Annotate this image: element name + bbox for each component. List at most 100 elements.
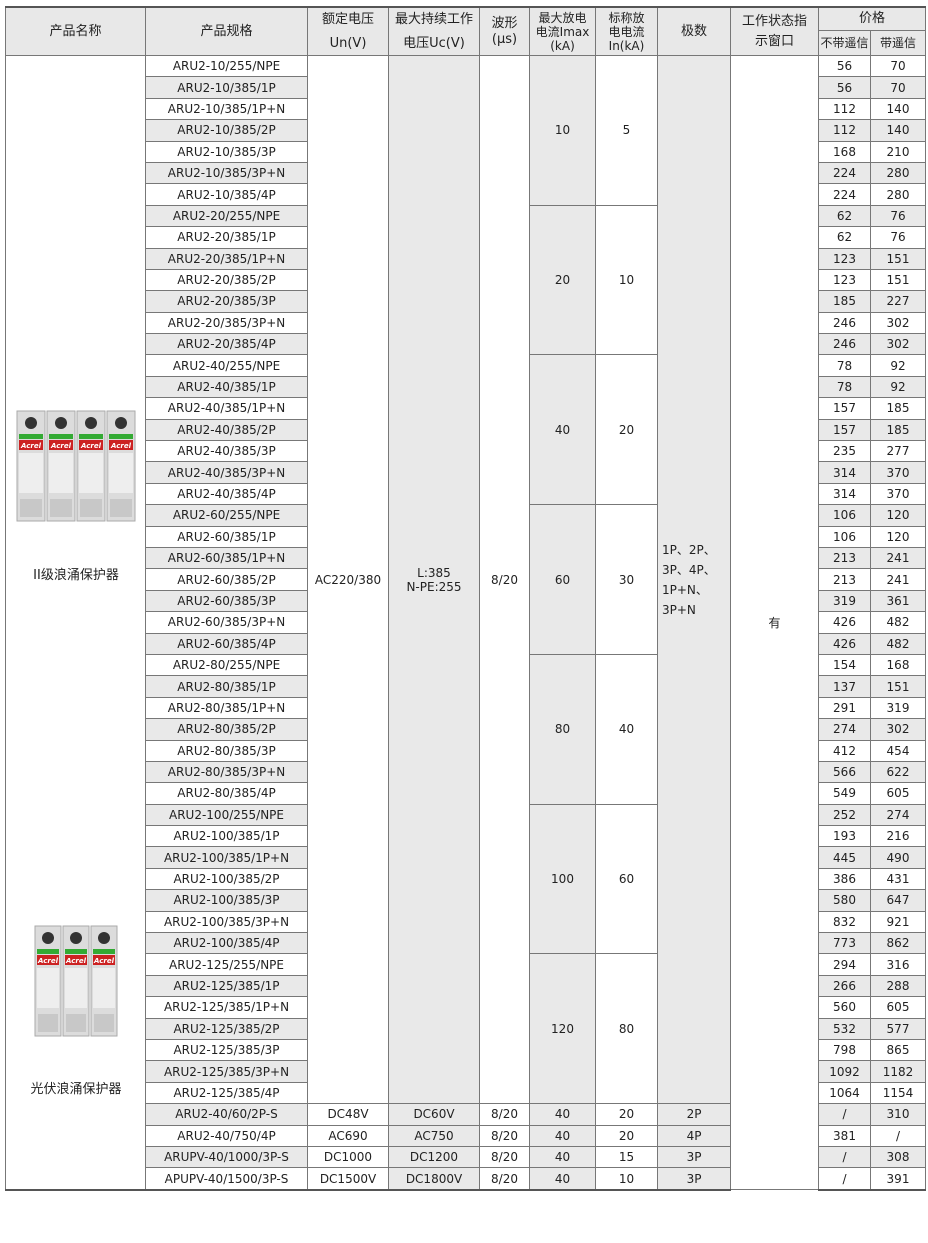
price-no-remote-cell: 168: [818, 140, 871, 163]
poles-line: 3P+N: [662, 602, 696, 617]
poles-line: 1P+N、: [662, 582, 708, 597]
imax-cell: 40: [529, 1145, 596, 1169]
table-row: ARU2-80/385/1P 137 151: [6, 675, 927, 698]
price-no-remote-cell: 266: [818, 974, 871, 998]
table-row: ARU2-20/385/2P 123 151: [6, 268, 927, 292]
price-no-remote-cell: 193: [818, 825, 871, 848]
price-remote-cell: 921: [869, 910, 927, 934]
spec-cell: ARU2-20/385/4P: [145, 333, 308, 356]
header-imax-line3: (kA): [550, 38, 575, 53]
price-no-remote-cell: 185: [818, 290, 871, 313]
table-row: ARU2-125/385/3P 798 865: [6, 1038, 927, 1062]
price-no-remote-cell: 154: [818, 653, 871, 677]
price-no-remote-cell: 246: [818, 311, 871, 335]
header-in-line1: 标称放: [608, 10, 645, 25]
price-no-remote-cell: 123: [818, 247, 871, 270]
type2-label: II级浪涌保护器: [33, 568, 119, 583]
in-cell: 10: [595, 1167, 658, 1191]
price-remote-cell: 140: [869, 97, 927, 121]
spec-cell: ARU2-10/385/3P: [145, 140, 308, 163]
spec-cell: ARU2-20/385/1P+N: [145, 247, 308, 270]
price-no-remote-cell: 386: [818, 867, 871, 891]
price-no-remote-cell: 112: [818, 119, 871, 142]
table-row: ARU2-60/385/3P+N 426 482: [6, 611, 927, 634]
price-remote-cell: 370: [869, 461, 927, 484]
spec-cell: ARU2-10/255/NPE: [145, 54, 308, 78]
price-no-remote-cell: 213: [818, 546, 871, 570]
in-cell: 20: [595, 1124, 658, 1147]
header-in-line3: In(kA): [608, 38, 645, 53]
price-remote-cell: 151: [869, 268, 927, 292]
price-no-remote-cell: 78: [818, 354, 871, 377]
in-cell: 60: [595, 803, 658, 955]
pv-label: 光伏浪涌保护器: [30, 1082, 122, 1097]
wave-cell: 8/20: [479, 1145, 530, 1169]
price-remote-cell: 1182: [869, 1060, 927, 1083]
price-no-remote-cell: 381: [818, 1124, 871, 1147]
price-remote-cell: 120: [869, 525, 927, 548]
price-no-remote-cell: 426: [818, 632, 871, 655]
brand-logo-text: Acrel: [20, 442, 42, 450]
price-remote-cell: 76: [869, 204, 927, 228]
header-product-name: 产品名称: [5, 6, 146, 56]
price-no-remote-cell: 78: [818, 375, 871, 399]
spec-cell: ARU2-60/385/4P: [145, 632, 308, 655]
price-no-remote-cell: 56: [818, 76, 871, 99]
table-row: ARU2-80/385/4P 549 605: [6, 782, 927, 805]
table-row: ARU2-10/385/4P 224 280: [6, 183, 927, 206]
spec-cell: ARU2-40/385/1P+N: [145, 397, 308, 420]
spec-cell: ARU2-10/385/4P: [145, 183, 308, 206]
brand-logo-text: Acrel: [50, 442, 72, 450]
price-no-remote-cell: /: [818, 1145, 871, 1169]
header-in-line2: 电电流: [608, 24, 645, 39]
price-no-remote-cell: 112: [818, 97, 871, 121]
spec-cell: ARU2-80/385/2P: [145, 718, 308, 741]
price-remote-cell: 216: [869, 825, 927, 848]
price-remote-cell: 1154: [869, 1081, 927, 1105]
table-row: ARU2-20/385/4P 246 302: [6, 333, 927, 356]
table-row: ARU2-100/385/3P 580 647: [6, 889, 927, 912]
price-no-remote-cell: 291: [818, 696, 871, 720]
price-remote-cell: 241: [869, 568, 927, 591]
price-remote-cell: 227: [869, 290, 927, 313]
price-remote-cell: 319: [869, 696, 927, 720]
price-remote-cell: 120: [869, 504, 927, 527]
price-no-remote-cell: 294: [818, 953, 871, 976]
imax-cell: 60: [529, 504, 596, 655]
price-remote-cell: 316: [869, 953, 927, 976]
price-remote-cell: 185: [869, 418, 927, 442]
price-no-remote-cell: 566: [818, 760, 871, 784]
product-price-table-container: 产品名称 产品规格 额定电压 Un(V) 最大持续工作 电压Uc(V) 波形 (μs)…: [5, 6, 927, 1191]
table-row: ARU2-60/385/4P 426 482: [6, 632, 927, 655]
price-remote-cell: 168: [869, 653, 927, 677]
poles-cell: 3P: [657, 1145, 731, 1169]
spec-cell: ARUPV-40/1000/3P-S: [145, 1145, 308, 1169]
table-row: ARU2-100/385/1P+N 445 490: [6, 846, 927, 869]
price-no-remote-cell: 62: [818, 204, 871, 228]
price-remote-cell: 277: [869, 440, 927, 463]
poles-cell: 1P、2P、 3P、4P、 1P+N、 3P+N: [657, 54, 731, 1105]
spec-cell: ARU2-60/385/2P: [145, 568, 308, 591]
price-remote-cell: 862: [869, 932, 927, 955]
price-no-remote-cell: 106: [818, 504, 871, 527]
spec-cell: ARU2-40/385/4P: [145, 482, 308, 506]
price-no-remote-cell: 426: [818, 611, 871, 634]
table-row: ARU2-40/385/1P+N 157 185: [6, 397, 927, 420]
price-no-remote-cell: 106: [818, 525, 871, 548]
spec-cell: ARU2-80/385/1P: [145, 675, 308, 698]
spec-cell: ARU2-80/385/1P+N: [145, 696, 308, 720]
price-remote-cell: 310: [869, 1103, 927, 1126]
uc-cell: L:385 N-PE:255: [388, 54, 480, 1105]
spec-cell: ARU2-100/385/3P+N: [145, 910, 308, 934]
table-row: ARU2-60/385/2P 213 241: [6, 568, 927, 591]
price-remote-cell: 865: [869, 1038, 927, 1062]
table-row: ARU2-125/255/NPE 120 80 294 316: [6, 953, 927, 1105]
table-row: ARU2-40/385/3P 235 277: [6, 440, 927, 463]
poles-line: 3P、4P、: [662, 562, 716, 577]
price-no-remote-cell: /: [818, 1167, 871, 1191]
price-remote-cell: 274: [869, 803, 927, 827]
price-no-remote-cell: 773: [818, 932, 871, 955]
price-no-remote-cell: 1092: [818, 1060, 871, 1083]
spec-cell: ARU2-125/385/1P+N: [145, 996, 308, 1019]
table-row: ARU2-100/385/3P+N 832 921: [6, 910, 927, 934]
